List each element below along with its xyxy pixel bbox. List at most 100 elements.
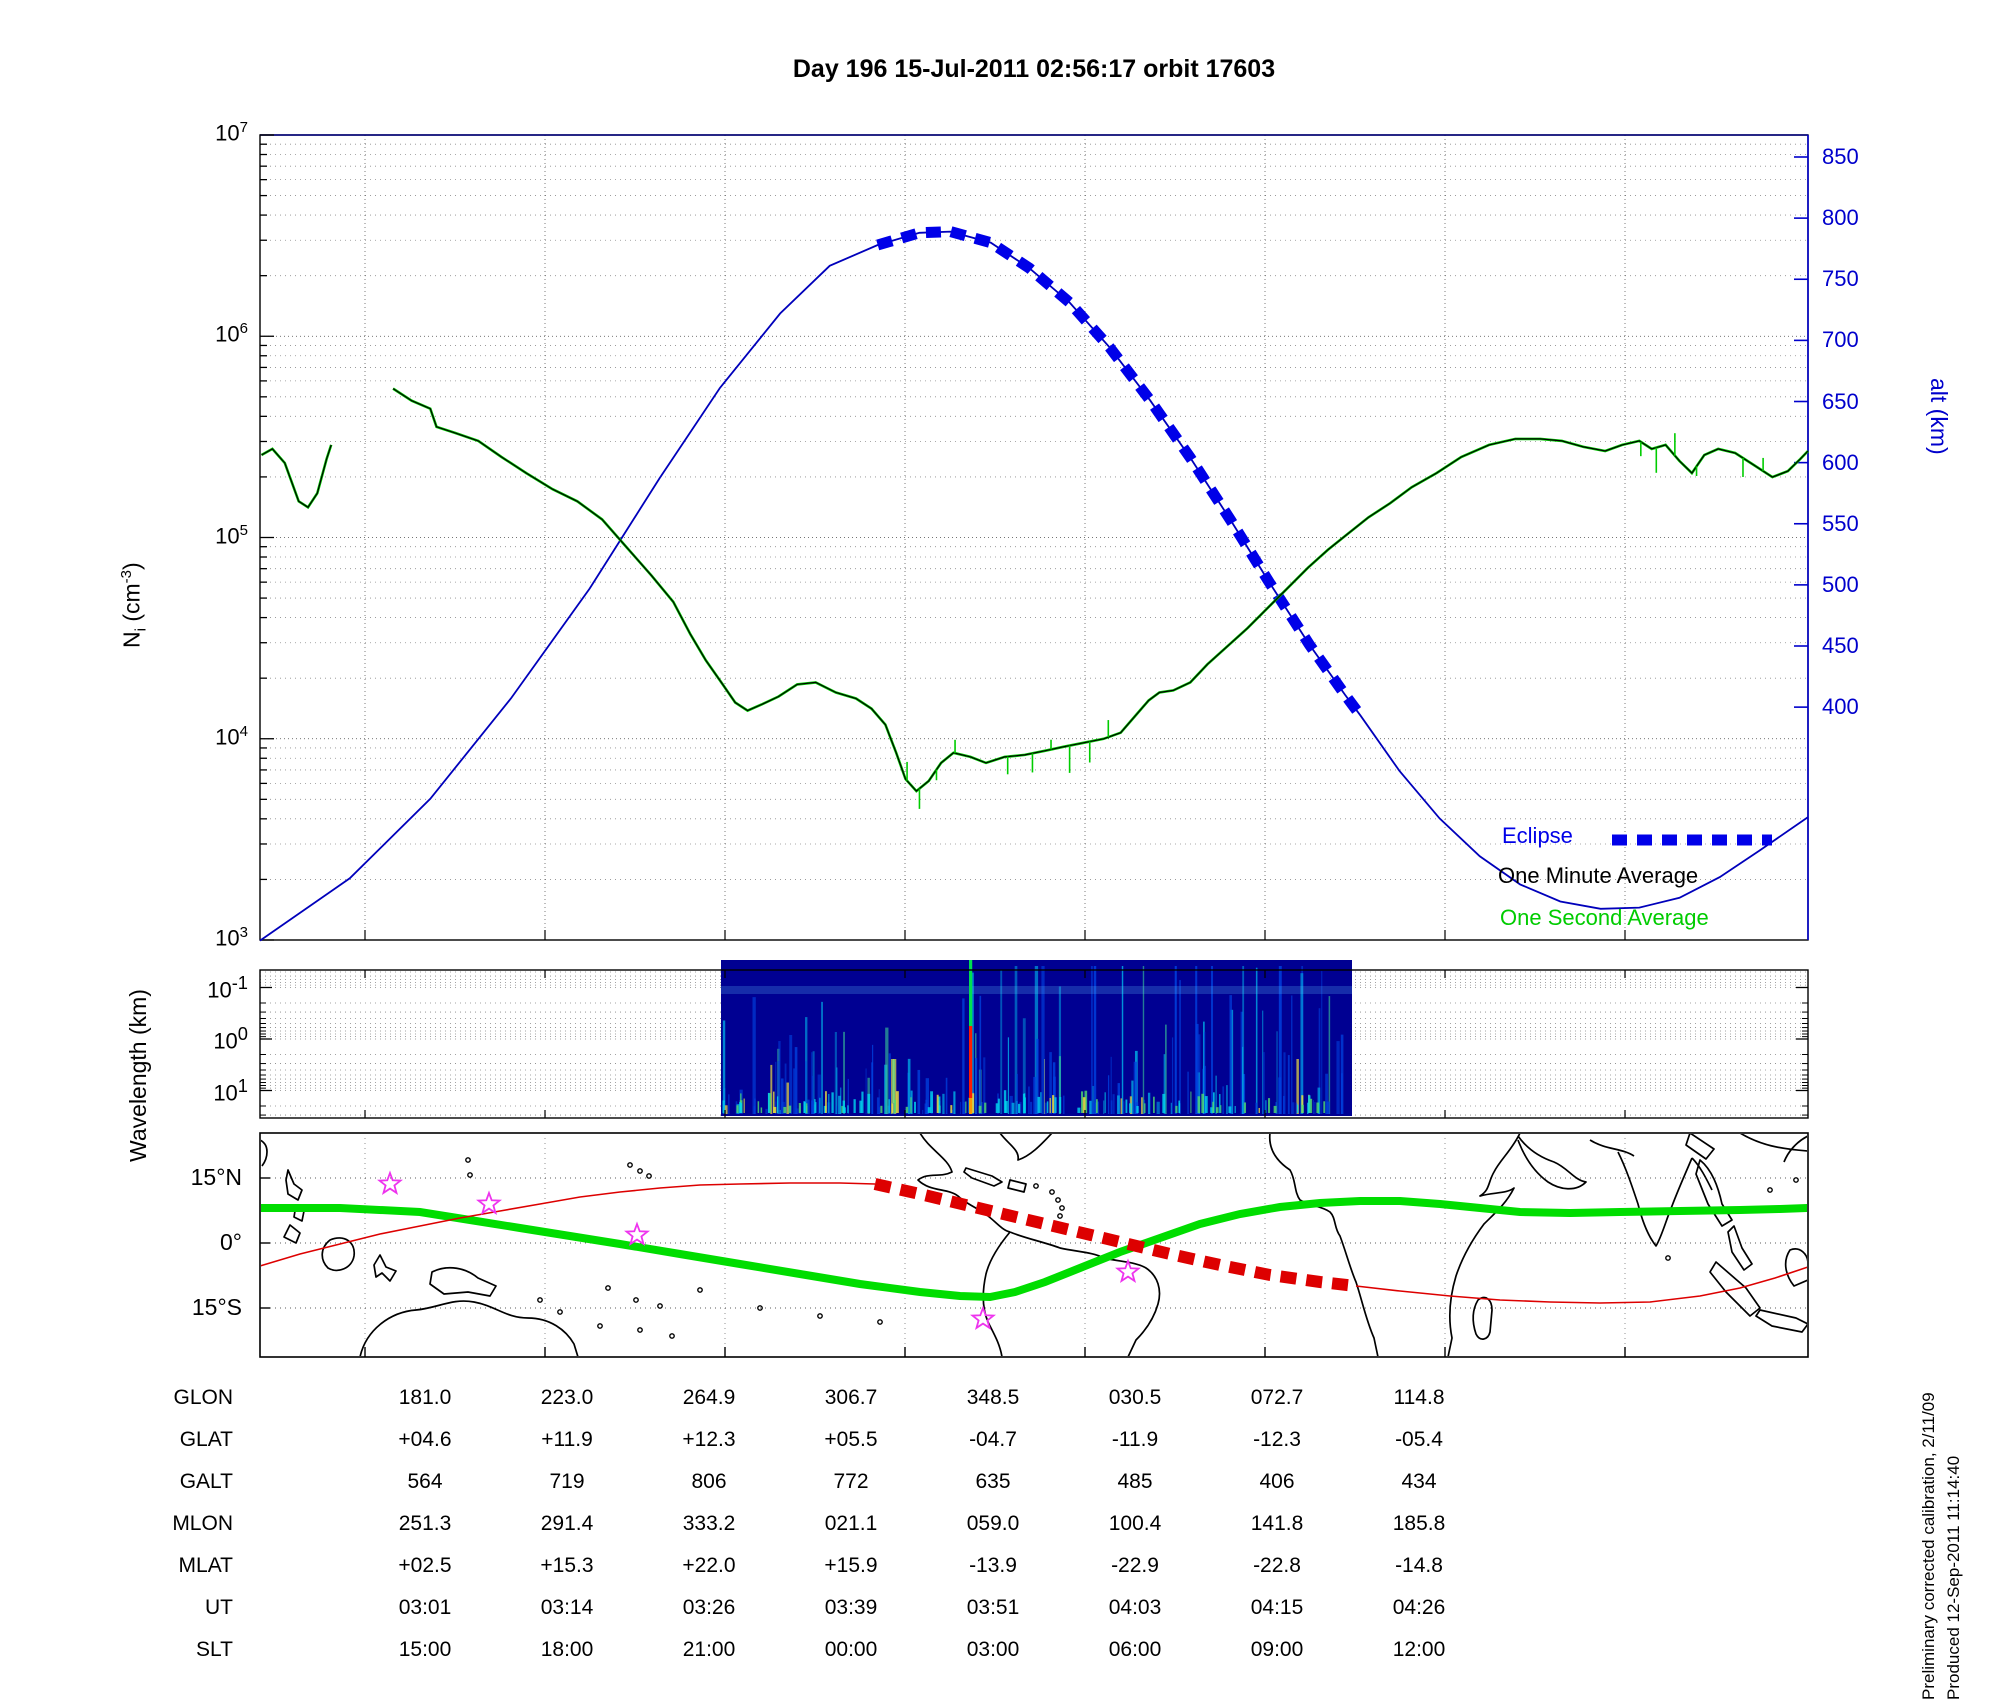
ground-station-star bbox=[970, 1305, 996, 1330]
table-cell: 100.4 bbox=[1108, 1512, 1162, 1535]
spectrogram-bottom-streak bbox=[1129, 1103, 1132, 1113]
table-cell: +22.0 bbox=[682, 1554, 736, 1577]
island bbox=[1055, 1197, 1061, 1203]
table-cell: 03:39 bbox=[824, 1596, 878, 1619]
table-cell: 806 bbox=[691, 1470, 727, 1493]
island bbox=[633, 1297, 639, 1303]
map-lat-label: 15°N bbox=[190, 1164, 242, 1190]
spectrogram-streak bbox=[876, 1097, 880, 1114]
spectrogram-streak bbox=[722, 1020, 726, 1114]
spectrogram-streak bbox=[910, 1090, 913, 1114]
spectrogram-bottom-streak bbox=[1228, 1106, 1232, 1113]
island bbox=[669, 1333, 675, 1339]
spectrogram-streak bbox=[1195, 1023, 1199, 1114]
spectrogram-streak bbox=[811, 1075, 814, 1114]
spectrogram-streak bbox=[1340, 1034, 1344, 1114]
spectrogram-bottom-streak bbox=[1081, 1091, 1084, 1113]
density-tick-label: 107 bbox=[215, 119, 248, 146]
spectrogram-streak bbox=[1307, 1102, 1309, 1114]
coastline bbox=[1268, 1134, 1379, 1356]
spectrogram-bottom-streak bbox=[1104, 1092, 1106, 1113]
coastline bbox=[1783, 1135, 1807, 1163]
spectrogram-bottom-streak bbox=[937, 1096, 941, 1113]
table-row-label: MLON bbox=[172, 1512, 233, 1535]
spectrogram-bottom-streak bbox=[1125, 1099, 1128, 1113]
spectrogram-streak bbox=[1262, 1010, 1264, 1114]
table-cell: +11.9 bbox=[541, 1428, 593, 1451]
spectrogram-bottom-streak bbox=[1018, 1103, 1021, 1113]
spectrogram-streak bbox=[1122, 1101, 1125, 1114]
table-cell: -14.8 bbox=[1395, 1554, 1443, 1577]
spectrogram-bottom-streak bbox=[1323, 1101, 1326, 1113]
spectrogram-streak bbox=[795, 1108, 799, 1114]
coastline bbox=[261, 1139, 268, 1167]
spectrogram-streak bbox=[843, 1031, 845, 1114]
spectrogram-bottom-streak bbox=[914, 1101, 916, 1113]
coastline bbox=[1007, 1179, 1027, 1193]
spectrogram-bottom-streak bbox=[859, 1100, 863, 1113]
spectrogram-streak bbox=[945, 1077, 948, 1114]
spectrogram-bottom-streak bbox=[1144, 1103, 1146, 1113]
spectrogram-streak bbox=[1033, 1076, 1036, 1114]
density-axis-label: Ni (cm-3) bbox=[118, 562, 149, 648]
spectrogram-bottom-streak bbox=[1273, 1105, 1277, 1113]
island bbox=[657, 1303, 663, 1309]
coastline bbox=[1589, 1139, 1635, 1157]
altitude-tick-label: 550 bbox=[1822, 510, 1859, 536]
spectrogram-bottom-streak bbox=[842, 1100, 846, 1113]
spectrogram-bottom-streak bbox=[739, 1103, 743, 1113]
spectrogram-streak bbox=[1242, 1046, 1244, 1114]
spectrogram-bottom-streak bbox=[965, 1101, 967, 1113]
coastline bbox=[285, 1169, 303, 1201]
table-cell: 264.9 bbox=[682, 1386, 736, 1409]
spectrogram-streak bbox=[1291, 995, 1293, 1114]
spectrogram-bottom-streak bbox=[1265, 1100, 1267, 1113]
coastline bbox=[963, 1167, 1003, 1187]
spectrogram-streak bbox=[1030, 1101, 1033, 1114]
density-axis-label-post: ) bbox=[118, 562, 145, 570]
spectrogram-streak bbox=[811, 1052, 813, 1114]
spectrogram-streak bbox=[1052, 1062, 1056, 1114]
spectrogram-streak bbox=[780, 1078, 784, 1114]
density-tick-label: 103 bbox=[215, 924, 248, 951]
spectrogram-streak bbox=[838, 1095, 841, 1114]
spectrogram-bottom-streak bbox=[1212, 1101, 1214, 1113]
spectrogram-streak bbox=[1140, 1097, 1143, 1114]
spectrogram-streak bbox=[1263, 1052, 1265, 1114]
spectrogram-bottom-streak bbox=[1316, 1102, 1320, 1113]
spectrogram-streak bbox=[865, 1068, 867, 1114]
spectrogram-streak bbox=[1255, 967, 1258, 1114]
spectrogram-streak bbox=[1240, 1011, 1244, 1114]
coastline bbox=[1740, 1134, 1807, 1152]
table-cell: 072.7 bbox=[1250, 1386, 1304, 1409]
island bbox=[817, 1313, 823, 1319]
table-cell: 333.2 bbox=[682, 1512, 736, 1535]
spectrogram-streak bbox=[1174, 966, 1177, 1114]
table-cell: 12:00 bbox=[1392, 1638, 1446, 1661]
altitude-tick-label: 750 bbox=[1822, 266, 1859, 292]
altitude-tick-label: 650 bbox=[1822, 388, 1859, 414]
wavelength-tick-label: 10-1 bbox=[207, 971, 248, 1002]
altitude-tick-label: 800 bbox=[1822, 205, 1859, 231]
spectrogram-streak bbox=[724, 1105, 728, 1114]
table-cell: 03:01 bbox=[398, 1596, 452, 1619]
spectrogram-streak bbox=[1117, 1095, 1120, 1114]
table-cell: 406 bbox=[1259, 1470, 1295, 1493]
table-cell: 564 bbox=[407, 1470, 443, 1493]
spectrogram-bottom-streak bbox=[910, 1097, 912, 1113]
spectrogram-streak bbox=[1300, 973, 1304, 1114]
spectrogram-bottom-streak bbox=[828, 1093, 830, 1113]
coastline bbox=[999, 1134, 1053, 1161]
spectrogram-bottom-streak bbox=[1204, 1096, 1208, 1113]
spectrogram-streak bbox=[1328, 996, 1331, 1114]
spectrogram-streak bbox=[1028, 1086, 1030, 1114]
table-cell: 059.0 bbox=[966, 1512, 1020, 1535]
spectrogram-streak bbox=[835, 1105, 838, 1114]
spectrogram-streak bbox=[892, 1059, 896, 1114]
note-line-1: Preliminary corrected calibration, 2/11/… bbox=[1919, 1392, 1938, 1700]
island bbox=[1059, 1205, 1065, 1211]
spectrogram-bottom-streak bbox=[757, 1101, 760, 1113]
spectrogram-bottom-streak bbox=[895, 1091, 899, 1113]
coastline bbox=[359, 1300, 579, 1356]
table-cell: 18:00 bbox=[540, 1638, 594, 1661]
